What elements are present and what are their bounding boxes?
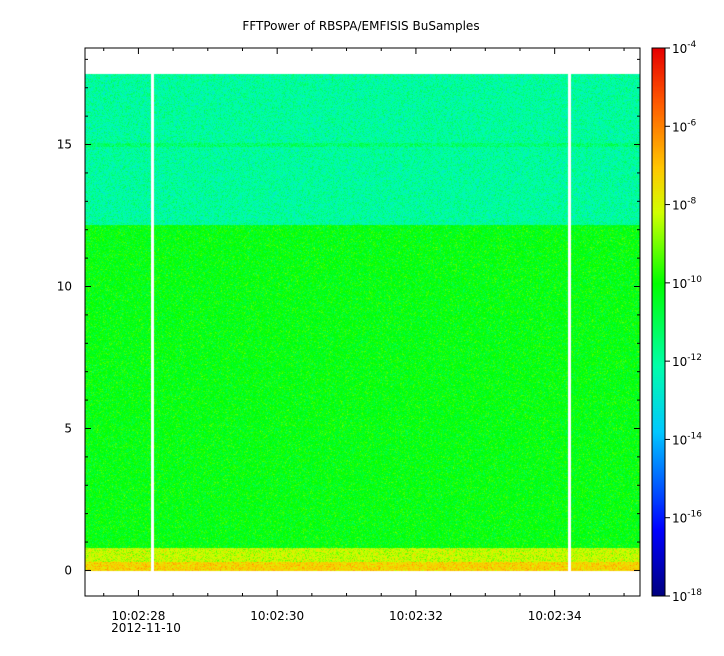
y-tick-label: 0: [64, 563, 72, 577]
x-tick-label: 10:02:34: [528, 609, 582, 623]
spectrogram-image: [85, 48, 640, 596]
colorbar-tick-label: 10-18: [672, 588, 702, 604]
colorbar-tick-label: 10-14: [672, 431, 702, 447]
chart-title: FFTPower of RBSPA/EMFISIS BuSamples: [242, 19, 479, 33]
colorbar-tick-label: 10-6: [672, 118, 697, 134]
y-tick-label: 10: [57, 280, 72, 294]
x-date-label: 2012-11-10: [111, 621, 181, 635]
colorbar-tick-label: 10-12: [672, 353, 702, 369]
colorbar-tick-label: 10-10: [672, 275, 702, 291]
colorbar-tick-label: 10-16: [672, 510, 702, 526]
colorbar-axis: 10-4 10-6 10-8 10-10 10-12 10-14 10-16 10-18: [665, 40, 702, 604]
y-tick-label: 5: [64, 421, 72, 435]
colorbar-tick-label: 10-4: [672, 40, 697, 56]
y-tick-label: 15: [57, 138, 72, 152]
x-tick-label: 10:02:30: [250, 609, 304, 623]
colorbar-gradient: [652, 48, 665, 596]
colorbar-tick-label: 10-8: [672, 197, 697, 213]
x-tick-label: 10:02:32: [389, 609, 443, 623]
